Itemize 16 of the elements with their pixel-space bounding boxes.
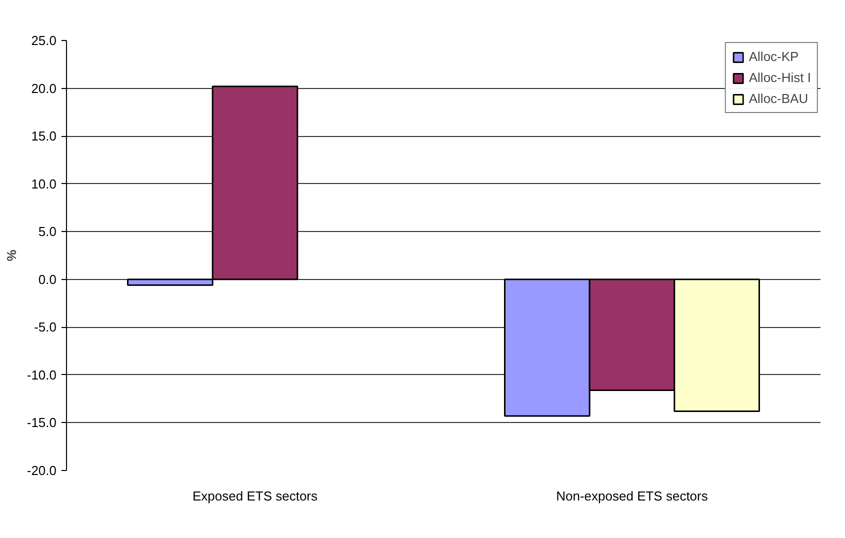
- x-tick-label: Non-exposed ETS sectors: [556, 488, 708, 504]
- y-tick-label: 10.0: [31, 176, 57, 192]
- legend-label: Alloc-BAU: [748, 91, 808, 106]
- y-tick-label: 15.0: [31, 128, 57, 144]
- legend-label: Alloc-Hist I: [748, 70, 811, 85]
- y-tick-label: 20.0: [31, 80, 57, 96]
- x-tick-label: Exposed ETS sectors: [192, 488, 318, 504]
- y-tick-label: -15.0: [26, 415, 57, 430]
- legend-label: Alloc-KP: [748, 49, 799, 64]
- y-tick-label: -5.0: [34, 320, 57, 335]
- y-axis-title: %: [4, 249, 19, 262]
- y-tick-label: -20.0: [26, 463, 57, 478]
- y-tick-label: -10.0: [26, 367, 57, 382]
- y-tick-label: 5.0: [38, 224, 57, 240]
- y-tick-label: 25.0: [31, 33, 57, 48]
- y-tick-label: 0.0: [38, 272, 57, 287]
